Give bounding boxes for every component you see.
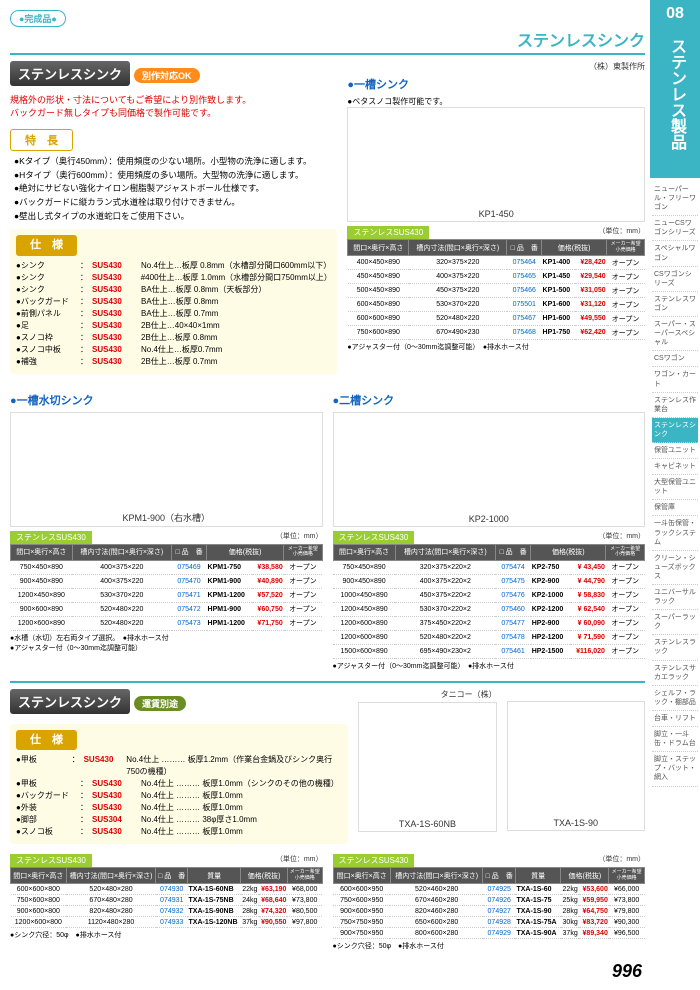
table-row: 450×450×890400×375×220075465KP1-450¥29,5… — [348, 270, 645, 284]
section-header: ステンレスシンク — [10, 61, 130, 86]
product-table: 間口×奥行×高さ槽内寸法(間口×奥行×深さ)□ 品 番質量価格(税抜)メーカー希… — [333, 867, 646, 939]
table-note: ●アジャスター付（0～30mm迄調整可能） ●排水ホース付 — [333, 661, 646, 671]
product-table: 間口×奥行×高さ槽内寸法(間口×奥行×深さ)□ 品 番価格(税抜)メーカー希望小… — [347, 239, 645, 340]
table-row: 750×450×890320×375×220×2075474KP2-750¥ 4… — [333, 560, 645, 574]
unit-label: （単位：mm） — [276, 531, 323, 544]
sidebar-item[interactable]: クリーン・シューズボックス — [652, 551, 698, 585]
badge-freight: 運賃別途 — [134, 696, 186, 711]
material-label: ステンレスSUS430 — [333, 854, 415, 867]
table-row: 600×600×950520×460×280074925TXA-1S-6022k… — [333, 884, 645, 895]
material-label: ステンレスSUS430 — [333, 531, 415, 544]
table-row: 900×600×800820×480×280074932TXA-1S-90NB2… — [11, 906, 323, 917]
badge-custom: 別作対応OK — [134, 68, 200, 83]
features-list: ●Kタイプ（奥行450mm）：使用頻度の少ない場所。小型物の洗浄に適します。●H… — [10, 155, 337, 223]
table-note: ●シンク穴径：50φ ●排水ホース付 — [333, 941, 646, 951]
product-title: 一槽水切シンク — [10, 392, 323, 408]
sidebar-item[interactable]: ニューパール・フリーワゴン — [652, 182, 698, 216]
table-row: 900×600×890520×480×220075472HPM1-900¥60,… — [11, 602, 323, 616]
table-row: 1200×600×890520×480×220075473HPM1-1200¥7… — [11, 616, 323, 630]
sidebar-item[interactable]: ニューCSワゴンシリーズ — [652, 216, 698, 241]
table-row: 600×600×800520×480×280074930TXA-1S-60NB2… — [11, 884, 323, 895]
diagram: KPM1-900（右水槽） — [10, 412, 323, 527]
sidebar-item[interactable]: 保管庫 — [652, 500, 698, 516]
product-table: 間口×奥行×高さ槽内寸法(間口×奥行×深さ)□ 品 番価格(税抜)メーカー希望小… — [333, 544, 646, 659]
table-row: 750×750×950650×600×280074928TXA-1S-75A30… — [333, 917, 645, 928]
sidebar-item[interactable]: シェルフ・ラック・棚部品 — [652, 686, 698, 711]
unit-label: （単位：mm） — [276, 854, 323, 867]
material-label: ステンレスSUS430 — [347, 226, 429, 239]
sidebar-item[interactable]: 保管ユニット — [652, 443, 698, 459]
sidebar-item[interactable]: 脚立・ステップ・バット・網入 — [652, 752, 698, 786]
sidebar-item[interactable]: 一斗缶保管・ラックシステム — [652, 516, 698, 550]
table-row: 1200×450×890530×370×220075471KPM1-1200¥5… — [11, 588, 323, 602]
table-row: 1200×600×8001120×480×280074933TXA-1S-120… — [11, 917, 323, 928]
page-number: 996 — [612, 961, 642, 982]
sidebar-item[interactable]: キャビネット — [652, 459, 698, 475]
table-note: ●アジャスター付（0～30mm迄調整可能） ●排水ホース付 — [347, 342, 645, 352]
product-table: 間口×奥行×高さ槽内寸法(間口×奥行×深さ)□ 品 番価格(税抜)メーカー希望小… — [10, 544, 323, 631]
sidebar-item[interactable]: ステンレスシンク — [652, 418, 698, 443]
sidebar-item[interactable]: スーパー・スーパースペシャル — [652, 317, 698, 351]
sidebar-item[interactable]: 大型保管ユニット — [652, 475, 698, 500]
diagram: KP2-1000 — [333, 412, 646, 527]
sidebar-item[interactable]: 台車・リフト — [652, 711, 698, 727]
category-title: ステンレス製品 — [650, 28, 700, 178]
table-note: ●水槽（水切）左右両タイプ選択。 ●排水ホース付 ●アジャスター付（0～30mm… — [10, 633, 323, 653]
sidebar-item[interactable]: スーパーラック — [652, 610, 698, 635]
unit-label: （単位：mm） — [598, 531, 645, 544]
table-row: 750×600×890670×490×230075468HP1-750¥62,4… — [348, 326, 645, 340]
maker-label: タニコー（株） — [358, 689, 496, 700]
sidebar-item[interactable]: ワゴン・カート — [652, 367, 698, 392]
sidebar-item[interactable]: スペシャルワゴン — [652, 241, 698, 266]
red-note: 規格外の形状・寸法についてもご希望により別作致します。 バックガード無しタイプも… — [10, 94, 337, 119]
table-row: 500×450×890450×375×220075466KP1-500¥31,0… — [348, 284, 645, 298]
sidebar-item[interactable]: ステンレスサカエラック — [652, 661, 698, 686]
category-sidebar: 08 ステンレス製品 ニューパール・フリーワゴンニューCSワゴンシリーズスペシャ… — [650, 0, 700, 990]
table-row: 1500×600×890695×490×230×2075461HP2-1500¥… — [333, 644, 645, 658]
material-label: ステンレスSUS430 — [10, 531, 92, 544]
sidebar-item[interactable]: 脚立・一斗缶・ドラム台 — [652, 727, 698, 752]
section-header: ステンレスシンク — [10, 689, 130, 714]
sidebar-item[interactable]: ステンレス作業台 — [652, 393, 698, 418]
sidebar-item[interactable]: ユニバーサルラック — [652, 585, 698, 610]
product-title: 一槽シンク — [347, 76, 645, 92]
page-title: ステンレスシンク — [10, 27, 645, 55]
diagram: KP1-450 — [347, 107, 645, 222]
table-row: 900×450×890400×375×220×2075475KP2-900¥ 4… — [333, 574, 645, 588]
spec-header: 仕 様 — [16, 730, 77, 751]
table-row: 1200×600×890375×450×220×2075477HP2-900¥ … — [333, 616, 645, 630]
spec-header: 仕 様 — [16, 235, 77, 256]
table-row: 1000×450×890450×375×220×2075476KP2-1000¥… — [333, 588, 645, 602]
table-row: 900×600×950820×460×280074927TXA-1S-9028k… — [333, 906, 645, 917]
table-row: 1200×600×890520×480×220×2075478HP2-1200¥… — [333, 630, 645, 644]
sidebar-item[interactable]: CSワゴン — [652, 351, 698, 367]
table-row: 750×600×950670×460×280074926TXA-1S-7525k… — [333, 895, 645, 906]
badge-complete: ●完成品● — [10, 10, 66, 27]
table-row: 750×450×890400×375×220075469KPM1-750¥38,… — [11, 560, 323, 574]
table-row: 900×750×950800×600×280074929TXA-1S-90A37… — [333, 928, 645, 939]
feature-header: 特 長 — [10, 129, 73, 151]
diagram: TXA-1S-90 — [507, 701, 645, 831]
table-row: 900×450×890400×375×220075470KPM1-900¥40,… — [11, 574, 323, 588]
sidebar-item[interactable]: ステンレスラック — [652, 635, 698, 660]
table-row: 750×600×800670×480×280074931TXA-1S-75NB2… — [11, 895, 323, 906]
unit-label: （単位：mm） — [598, 226, 645, 239]
material-label: ステンレスSUS430 — [10, 854, 92, 867]
sidebar-item[interactable]: CSワゴンシリーズ — [652, 267, 698, 292]
table-row: 400×450×890320×375×220075464KP1-400¥28,4… — [348, 256, 645, 270]
table-row: 1200×450×890530×370×220×2075460KP2-1200¥… — [333, 602, 645, 616]
product-title: 二槽シンク — [333, 392, 646, 408]
diagram: TXA-1S-60NB — [358, 702, 496, 832]
table-row: 600×600×890520×480×220075467HP1-600¥49,5… — [348, 312, 645, 326]
table-note: ●シンク穴径：50φ ●排水ホース付 — [10, 930, 323, 940]
product-note: ●ベタスノコ製作可能です。 — [347, 96, 645, 107]
product-table: 間口×奥行×高さ槽内寸法(間口×奥行×深さ)□ 品 番質量価格(税抜)メーカー希… — [10, 867, 323, 928]
maker-label: （株）東製作所 — [347, 61, 645, 72]
unit-label: （単位：mm） — [598, 854, 645, 867]
sidebar-item[interactable]: ステンレスワゴン — [652, 292, 698, 317]
category-number: 08 — [650, 0, 700, 28]
table-row: 600×450×890530×370×220075501KP1-600¥31,1… — [348, 298, 645, 312]
